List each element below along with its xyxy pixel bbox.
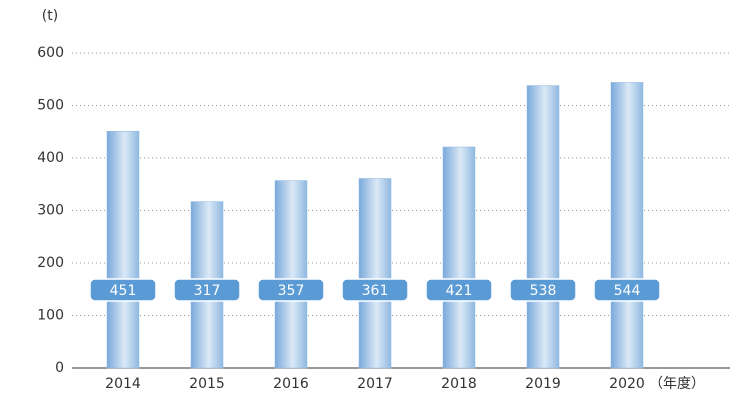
value-label-box [341, 278, 409, 302]
value-label: 451 [110, 283, 137, 299]
bar [274, 180, 308, 369]
x-tick-label: 2018 [441, 376, 477, 392]
x-tick-label: 2016 [273, 376, 309, 392]
x-axis-label: （年度） [649, 376, 705, 392]
value-label: 317 [194, 283, 221, 299]
bar [610, 82, 644, 369]
value-label-box [257, 278, 325, 302]
x-tick-label: 2020 [609, 376, 645, 392]
value-label-box [173, 278, 241, 302]
value-label-box [89, 278, 157, 302]
y-tick-label: 500 [37, 98, 64, 114]
value-label-box [593, 278, 661, 302]
bar [106, 130, 140, 369]
value-label: 421 [446, 283, 473, 299]
y-tick-label: 600 [37, 45, 64, 61]
y-tick-label: 200 [37, 255, 64, 271]
value-label: 357 [278, 283, 305, 299]
y-tick-label: 0 [55, 360, 64, 376]
x-tick-label: 2017 [357, 376, 393, 392]
value-label-box [509, 278, 577, 302]
y-tick-label: 400 [37, 150, 64, 166]
value-label: 538 [530, 283, 557, 299]
value-label: 544 [614, 283, 641, 299]
x-tick-label: 2015 [189, 376, 225, 392]
x-tick-label: 2014 [105, 376, 141, 392]
y-tick-label: 100 [37, 308, 64, 324]
bar [442, 146, 476, 369]
value-label: 361 [362, 283, 389, 299]
y-axis-label: (t) [42, 8, 58, 24]
bar [358, 178, 392, 369]
bar [526, 85, 560, 369]
x-tick-label: 2019 [525, 376, 561, 392]
y-tick-label: 300 [37, 203, 64, 219]
value-label-box [425, 278, 493, 302]
